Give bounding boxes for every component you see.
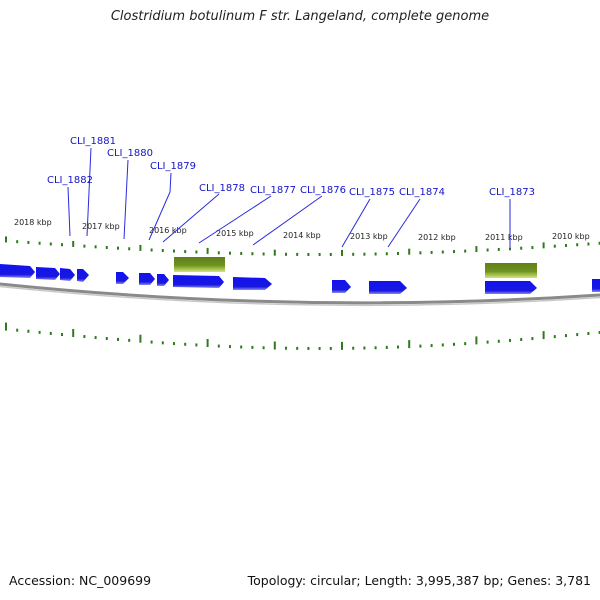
callout-line-cli-1880: [123, 159, 129, 240]
kbp-label: 2015 kbp: [216, 229, 254, 238]
kbp-label: 2011 kbp: [485, 233, 523, 242]
gene-label-cli-1881[interactable]: CLI_1881: [70, 136, 116, 147]
callout-line-cli-1878: [162, 193, 220, 243]
genome-summary-text: Topology: circular; Length: 3,995,387 bp…: [247, 573, 591, 588]
kbp-labels: 2018 kbp 2017 kbp 2016 kbp 2015 kbp 2014…: [14, 218, 590, 242]
gene-arrow[interactable]: [116, 272, 129, 284]
genome-backbone-shadow: [0, 285, 600, 307]
callout-line-cli-1874: [387, 198, 421, 248]
gene-label-cli-1879[interactable]: CLI_1879: [150, 161, 196, 172]
callout-line-cli-1882: [67, 186, 71, 237]
callout-lines: [67, 147, 511, 248]
gene-labels: CLI_1882 CLI_1881 CLI_1880 CLI_1879 CLI_…: [47, 136, 535, 198]
gene-label-cli-1873[interactable]: CLI_1873: [489, 187, 535, 198]
gene-arrow[interactable]: [36, 267, 60, 280]
gene-arrow[interactable]: [0, 264, 35, 278]
kbp-label: 2012 kbp: [418, 233, 456, 242]
gene-label-cli-1877[interactable]: CLI_1877: [250, 185, 296, 196]
callout-line-cli-1875: [341, 198, 371, 248]
kbp-label: 2016 kbp: [149, 226, 187, 235]
kbp-label: 2013 kbp: [350, 232, 388, 241]
feature-box[interactable]: [485, 263, 537, 278]
gene-arrow[interactable]: [485, 281, 537, 294]
gene-label-cli-1876[interactable]: CLI_1876: [300, 185, 346, 196]
gene-arrow[interactable]: [332, 280, 351, 293]
map-title: Clostridium botulinum F str. Langeland, …: [110, 9, 490, 24]
callout-line-cli-1879: [148, 172, 172, 241]
gene-label-cli-1875[interactable]: CLI_1875: [349, 187, 395, 198]
gene-label-cli-1882[interactable]: CLI_1882: [47, 175, 93, 186]
gene-arrow[interactable]: [157, 274, 169, 286]
kbp-label: 2014 kbp: [283, 231, 321, 240]
gene-label-cli-1880[interactable]: CLI_1880: [107, 148, 153, 159]
gene-arrow[interactable]: [369, 281, 407, 294]
genome-backbone: [0, 282, 600, 305]
gene-arrow[interactable]: [139, 273, 155, 285]
accession-text: Accession: NC_009699: [9, 573, 152, 588]
gene-label-cli-1878[interactable]: CLI_1878: [199, 183, 245, 194]
callout-line-cli-1876: [252, 195, 323, 246]
gene-arrow[interactable]: [77, 269, 89, 282]
kbp-label: 2017 kbp: [82, 222, 120, 231]
outer-tick-row: [5, 236, 600, 256]
feature-boxes: [174, 257, 537, 278]
kbp-label: 2010 kbp: [552, 232, 590, 241]
callout-line-cli-1877: [198, 195, 272, 244]
kbp-label: 2018 kbp: [14, 218, 52, 227]
gene-arrow[interactable]: [233, 277, 272, 290]
callout-line-cli-1881: [86, 147, 92, 237]
gene-arrow[interactable]: [60, 268, 75, 281]
gene-arrow[interactable]: [173, 275, 224, 288]
inner-tick-row: [5, 322, 600, 350]
gene-arrow[interactable]: [592, 279, 600, 292]
gene-label-cli-1874[interactable]: CLI_1874: [399, 187, 445, 198]
gene-arrows: [0, 264, 600, 294]
feature-box[interactable]: [174, 257, 225, 272]
